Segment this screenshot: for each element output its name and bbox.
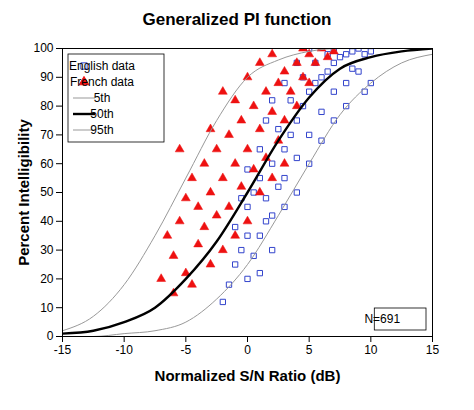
- svg-text:50th: 50th: [90, 107, 113, 121]
- html-text:Generalized PI function: Generalized PI function: [142, 10, 332, 29]
- svg-text:5th: 5th: [94, 91, 111, 105]
- svg-text:10: 10: [364, 343, 378, 357]
- svg-text:Normalized S/N Ratio (dB): Normalized S/N Ratio (dB): [155, 367, 341, 384]
- svg-text:20: 20: [40, 272, 54, 286]
- svg-text:40: 40: [40, 214, 54, 228]
- svg-text:-15: -15: [54, 343, 72, 357]
- svg-text:10: 10: [40, 301, 54, 315]
- svg-text:0: 0: [244, 343, 251, 357]
- svg-text:-5: -5: [180, 343, 191, 357]
- svg-text:French data: French data: [70, 75, 134, 89]
- svg-text:70: 70: [40, 128, 54, 142]
- svg-text:95th: 95th: [90, 123, 113, 137]
- svg-text:N=691: N=691: [364, 312, 400, 326]
- svg-text:100: 100: [33, 41, 53, 55]
- svg-text:English data: English data: [69, 59, 135, 73]
- svg-text:50: 50: [40, 185, 54, 199]
- svg-text:0: 0: [47, 329, 54, 343]
- svg-text:5: 5: [306, 343, 313, 357]
- svg-text:-10: -10: [115, 343, 133, 357]
- svg-text:60: 60: [40, 157, 54, 171]
- svg-text:90: 90: [40, 70, 54, 84]
- svg-text:15: 15: [426, 343, 440, 357]
- svg-text:80: 80: [40, 99, 54, 113]
- svg-text:30: 30: [40, 243, 54, 257]
- svg-text:Percent Intelligibility: Percent Intelligibility: [15, 118, 32, 265]
